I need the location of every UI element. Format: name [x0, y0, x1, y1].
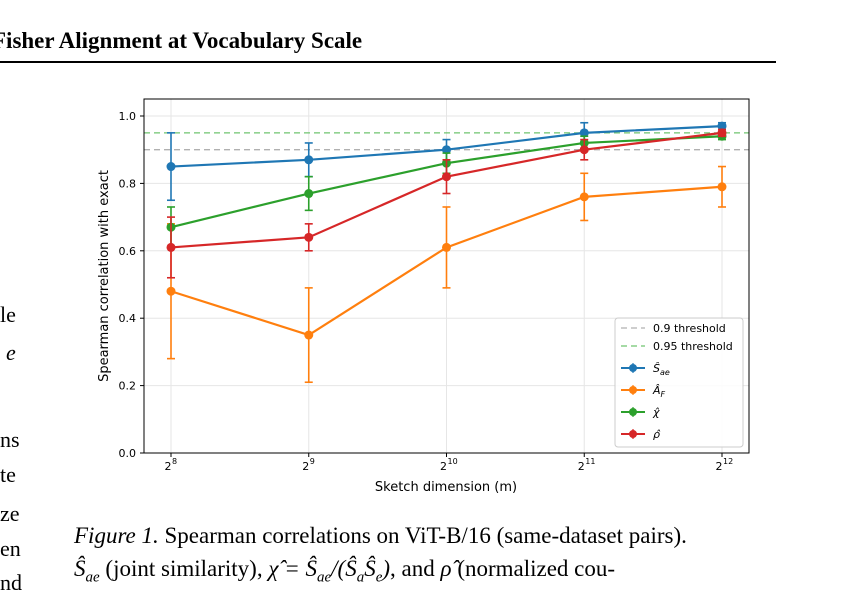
data-point: [579, 145, 589, 155]
y-tick-label: 0.0: [119, 447, 137, 460]
x-tick-label: 2: [578, 460, 585, 473]
series-group: [166, 128, 727, 279]
data-point: [166, 286, 176, 296]
left-column-fragment: e: [6, 340, 16, 365]
y-axis-ticks: 0.0 0.2 0.4 0.6 0.8 1.0: [119, 110, 144, 460]
data-point: [166, 162, 176, 172]
data-point: [304, 232, 314, 242]
data-point: [442, 172, 451, 182]
data-point: [579, 192, 589, 202]
x-tick-label: 2: [440, 460, 447, 473]
data-point: [442, 145, 451, 155]
math-chi-definition: χ̂ = Ŝae/(ŜaŜe): [268, 556, 391, 586]
data-point: [717, 121, 727, 131]
caption-label: Figure 1.: [74, 523, 159, 548]
x-tick-exponent: 10: [448, 457, 458, 466]
x-tick-label: 2: [716, 460, 723, 473]
data-point: [304, 189, 314, 199]
math-s-ae: Ŝae: [74, 556, 100, 586]
left-column-fragment: nd: [0, 570, 22, 595]
y-axis-label: Spearman correlation with exact: [97, 170, 112, 382]
left-column-fragment: te: [0, 462, 16, 487]
figure-caption: Figure 1. Spearman correlations on ViT-B…: [74, 519, 687, 595]
y-tick-label: 0.6: [119, 245, 137, 258]
left-column-fragment: en: [0, 536, 21, 561]
legend-label: ρ̂: [653, 428, 661, 441]
header-rule: [0, 61, 776, 63]
left-column-fragment: ns: [0, 427, 20, 452]
data-point: [442, 242, 451, 252]
math-rho: ρ̂: [440, 556, 452, 581]
x-tick-exponent: 9: [310, 457, 315, 466]
left-column-fragment: ze: [0, 501, 20, 526]
y-tick-label: 0.4: [119, 312, 137, 325]
x-tick-label: 2: [165, 460, 172, 473]
x-tick-exponent: 11: [585, 457, 595, 466]
x-tick-exponent: 12: [723, 457, 733, 466]
legend-label: 0.95 threshold: [653, 340, 733, 353]
caption-text-2c: (normalized cou-: [457, 556, 616, 581]
series-group: [166, 165, 727, 384]
x-tick-label: 2: [302, 460, 309, 473]
caption-line-2: Ŝae (joint similarity), χ̂ = Ŝae/(ŜaŜe),…: [74, 552, 687, 595]
data-point: [304, 330, 314, 340]
x-axis-label: Sketch dimension (m): [375, 480, 517, 495]
data-point: [166, 242, 176, 252]
y-tick-label: 0.2: [119, 380, 137, 393]
caption-text-2b: , and: [390, 556, 435, 581]
caption-text-2a: (joint similarity),: [105, 556, 263, 581]
left-column-fragment: le: [0, 302, 16, 327]
legend-box: [614, 317, 744, 448]
data-point: [717, 128, 727, 138]
data-point: [717, 182, 727, 192]
data-point: [304, 155, 314, 165]
x-tick-exponent: 8: [172, 457, 177, 466]
data-point: [579, 128, 589, 138]
caption-text-1: Spearman correlations on ViT-B/16 (same-…: [164, 523, 687, 548]
running-header: Fisher Alignment at Vocabulary Scale: [0, 28, 363, 53]
legend-label: χ̂: [652, 406, 660, 419]
legend-label: 0.9 threshold: [653, 322, 726, 335]
y-tick-label: 1.0: [119, 110, 137, 123]
y-tick-label: 0.8: [119, 177, 137, 190]
chart-series: [166, 121, 727, 384]
caption-line-1: Figure 1. Spearman correlations on ViT-B…: [74, 519, 687, 552]
x-axis-ticks: 2 8 2 9 2 10 2 11 2 12: [165, 453, 733, 473]
